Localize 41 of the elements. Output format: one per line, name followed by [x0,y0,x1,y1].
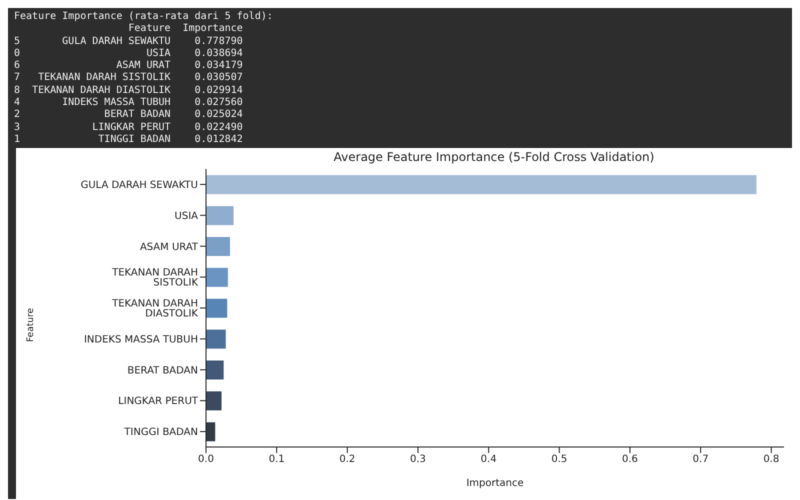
bar [206,268,228,288]
y-tick-label: TEKANAN DARAH SISTOLIK [111,268,198,289]
y-tick-label: LINGKAR PERUT [118,396,199,408]
bar [206,392,222,411]
x-tick-label: 0.1 [268,454,285,466]
x-axis-title: Importance [466,478,524,490]
bar [206,175,756,194]
text: 8 TEKANAN DARAH DIASTOLIK 0.029914 [14,84,244,98]
bar [206,206,234,226]
x-tick-label: 0.5 [551,454,568,466]
text: 7 TEKANAN DARAH SISTOLIK 0.030507 [14,72,244,85]
bar [206,330,226,349]
x-tick-label: 0.2 [339,454,356,466]
text: 0 USIA 0.038694 [14,48,244,60]
y-tick-label: TEKANAN DARAH DIASTOLIK [111,298,198,320]
text: 2 BERAT BADAN 0.025024 [14,109,244,122]
bar [206,422,216,442]
x-tick-label: 0.0 [198,454,214,466]
text: 5 GULA DARAH SEWAKTU 0.778790 [14,36,244,48]
text: 4 INDEKS MASSA TUBUH 0.027560 [14,97,244,110]
chart-title: Average Feature Importance (5-Fold Cross Validation) [332,149,656,164]
y-tick-label: TINGGI BADAN [123,427,198,438]
text: Feature Importance [127,23,244,36]
y-tick-label: GULA DARAH SEWAKTU [80,180,198,192]
text: 1 TINGGI BADAN 0.012842 [14,134,244,146]
y-tick-label: USIA [174,211,198,222]
x-tick-label: 0.4 [480,454,497,466]
text: Feature Importance (rata-rata dari 5 fold): [14,11,274,24]
text: 6 ASAM URAT 0.034179 [14,60,244,72]
text: 3 LINGKAR PERUT 0.022490 [14,122,244,134]
x-tick-label: 0.6 [622,454,638,466]
bar [206,360,224,380]
bar [206,299,228,318]
y-tick-label: BERAT BADAN [127,366,198,377]
x-tick-label: 0.8 [763,454,780,466]
bar [206,237,230,256]
y-axis-title: Feature [26,308,36,342]
x-tick-label: 0.3 [410,454,426,466]
y-tick-label: INDEKS MASSA TUBUH [84,334,198,346]
x-tick-label: 0.7 [692,454,709,466]
y-tick-label: ASAM URAT [140,242,199,254]
